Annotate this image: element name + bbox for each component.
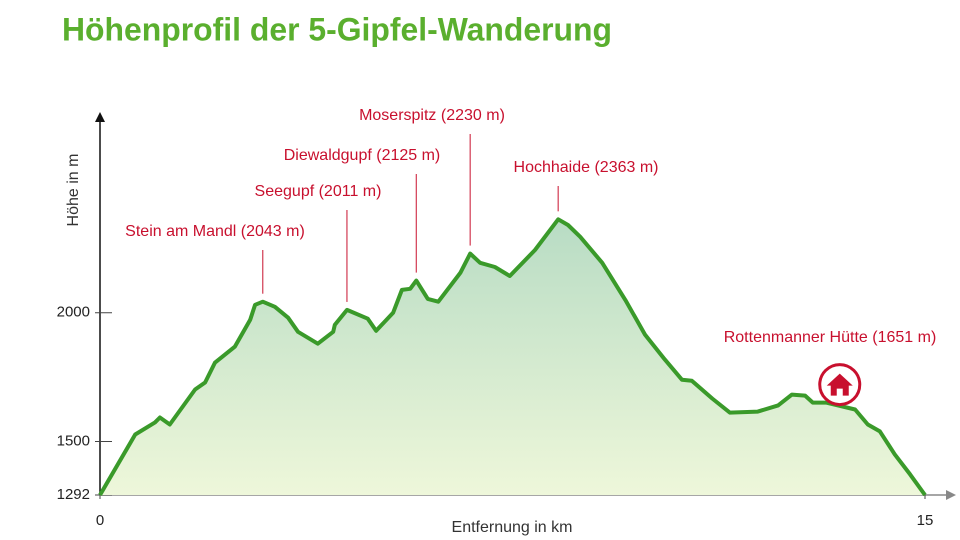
y-axis-label: Höhe in m — [65, 154, 82, 227]
annotation-label: Diewaldgupf (2125 m) — [284, 147, 441, 164]
annotation-label: Stein am Mandl (2043 m) — [125, 223, 305, 240]
annotation-label: Moserspitz (2230 m) — [359, 107, 505, 124]
y-tick-label: 1292 — [57, 486, 90, 503]
hut-house — [826, 373, 853, 396]
x-tick-label: 15 — [917, 512, 934, 529]
x-tick-label: 0 — [96, 512, 104, 529]
y-tick-label: 2000 — [57, 304, 90, 321]
x-axis-label: Entfernung in km — [452, 519, 573, 536]
x-axis-arrow — [946, 490, 956, 500]
area — [100, 219, 925, 496]
chart-title: Höhenprofil der 5-Gipfel-Wanderung — [62, 11, 612, 47]
y-axis-arrow — [95, 112, 105, 122]
hut-icon — [818, 363, 862, 407]
annotation-label: Hochhaide (2363 m) — [514, 159, 659, 176]
annotation-label: Seegupf (2011 m) — [255, 183, 382, 200]
y-tick-label: 1500 — [57, 432, 90, 449]
annotation-label: Rottenmanner Hütte (1651 m) — [724, 329, 937, 346]
profile-line — [98, 217, 927, 497]
